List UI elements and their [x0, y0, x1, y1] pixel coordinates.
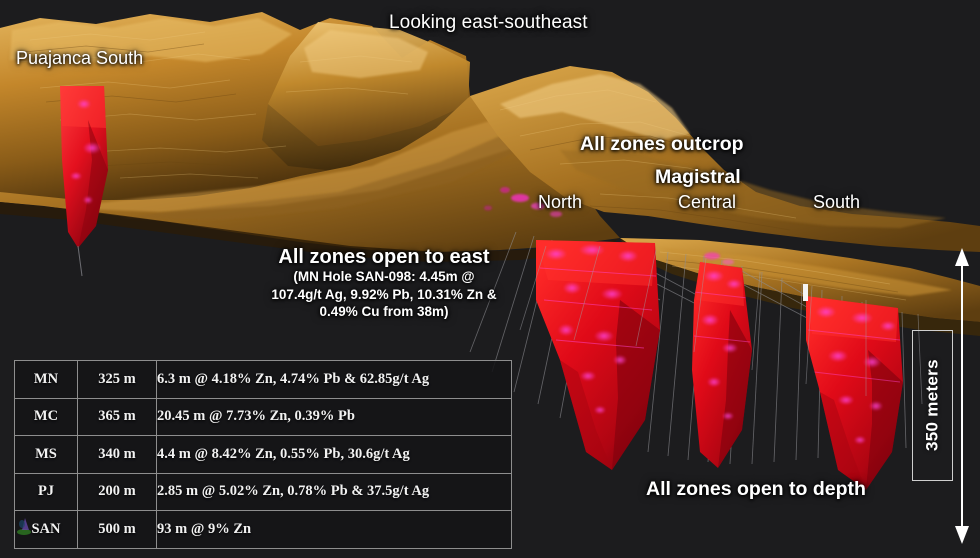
row-result: 20.45 m @ 7.73% Zn, 0.39% Pb	[156, 397, 512, 436]
terrain-surface	[0, 12, 980, 336]
row-result: 2.85 m @ 5.02% Zn, 0.78% Pb & 37.5g/t Ag	[156, 472, 512, 511]
row-result: 6.3 m @ 4.18% Zn, 4.74% Pb & 62.85g/t Ag	[156, 360, 512, 399]
row-depth: 200 m	[77, 472, 157, 511]
table-row: MC 365 m 20.45 m @ 7.73% Zn, 0.39% Pb	[14, 397, 512, 436]
row-depth: 365 m	[77, 397, 157, 436]
table-row: MN 325 m 6.3 m @ 4.18% Zn, 4.74% Pb & 62…	[14, 360, 512, 399]
row-zone: PJ	[14, 472, 78, 511]
table-row: PJ 200 m 2.85 m @ 5.02% Zn, 0.78% Pb & 3…	[14, 472, 512, 511]
row-result: 4.4 m @ 8.42% Zn, 0.55% Pb, 30.6g/t Ag	[156, 435, 512, 474]
orebody-puajanca-south	[60, 86, 108, 277]
drill-results-body: MN 325 m 6.3 m @ 4.18% Zn, 4.74% Pb & 62…	[14, 360, 512, 549]
drill-results-table: MN 325 m 6.3 m @ 4.18% Zn, 4.74% Pb & 62…	[14, 360, 512, 549]
row-depth: 325 m	[77, 360, 157, 399]
row-zone: MC	[14, 397, 78, 436]
row-zone: MN	[14, 360, 78, 399]
row-result: 93 m @ 9% Zn	[156, 510, 512, 549]
outcrop-highlights	[75, 93, 734, 265]
row-depth: 340 m	[77, 435, 157, 474]
table-row: MS 340 m 4.4 m @ 8.42% Zn, 0.55% Pb, 30.…	[14, 435, 512, 474]
scale-bar-box	[912, 330, 953, 481]
orebody-magistral-central	[692, 262, 752, 468]
surface-marker	[803, 284, 808, 301]
orebody-magistral-north	[536, 240, 660, 470]
table-row: SAN 500 m 93 m @ 9% Zn	[14, 510, 512, 549]
orebody-magistral-south	[806, 296, 903, 490]
drill-hole-traces-front	[519, 245, 923, 405]
row-depth: 500 m	[77, 510, 157, 549]
scale-bar-arrow	[955, 248, 969, 544]
scale-bar: 350 meters	[905, 246, 975, 546]
row-zone: MS	[14, 435, 78, 474]
row-zone: SAN	[14, 510, 78, 549]
